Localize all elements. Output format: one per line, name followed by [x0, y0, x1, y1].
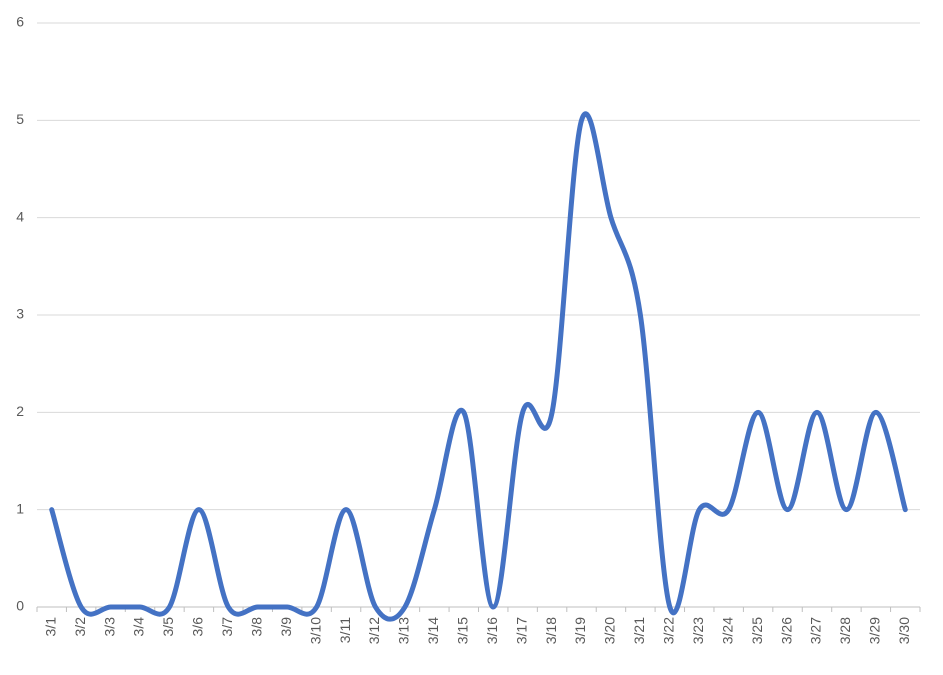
x-tick-label: 3/10: [307, 617, 323, 644]
x-tick-label: 3/29: [867, 617, 883, 644]
x-tick-label: 3/5: [160, 617, 176, 637]
x-tick-label: 3/19: [572, 617, 588, 644]
x-tick-label: 3/6: [190, 617, 206, 637]
y-tick-label: 0: [16, 598, 24, 614]
x-tick-label: 3/12: [366, 617, 382, 644]
x-tick-label: 3/18: [543, 617, 559, 644]
x-tick-label: 3/28: [837, 617, 853, 644]
y-tick-label: 2: [16, 403, 24, 419]
x-tick-label: 3/4: [131, 617, 147, 637]
x-tick-label: 3/21: [631, 617, 647, 644]
x-tick-label: 3/22: [661, 617, 677, 644]
x-tick-label: 3/1: [42, 617, 58, 637]
x-tick-label: 3/9: [278, 617, 294, 637]
x-tick-label: 3/16: [484, 617, 500, 644]
x-tick-label: 3/17: [513, 617, 529, 644]
x-tick-label: 3/25: [749, 617, 765, 644]
x-tick-label: 3/11: [337, 617, 353, 643]
data-line: [49, 111, 908, 622]
x-tick-label: 3/30: [896, 617, 912, 644]
x-tick-label: 3/3: [101, 617, 117, 637]
x-tick-label: 3/20: [602, 617, 618, 644]
x-tick-label: 3/24: [719, 617, 735, 644]
x-tick-label: 3/27: [808, 617, 824, 644]
y-tick-label: 4: [16, 208, 24, 224]
x-tick-label: 3/15: [454, 617, 470, 644]
y-tick-label: 6: [16, 14, 24, 30]
y-tick-label: 5: [16, 111, 24, 127]
y-tick-label: 3: [16, 306, 24, 322]
x-tick-label: 3/13: [396, 617, 412, 644]
x-tick-label: 3/7: [219, 617, 235, 637]
x-tick-label: 3/8: [248, 617, 264, 637]
x-tick-label: 3/26: [778, 617, 794, 644]
x-tick-label: 3/2: [72, 617, 88, 637]
x-tick-label: 3/14: [425, 617, 441, 644]
x-tick-label: 3/23: [690, 617, 706, 644]
y-tick-label: 1: [16, 500, 24, 516]
